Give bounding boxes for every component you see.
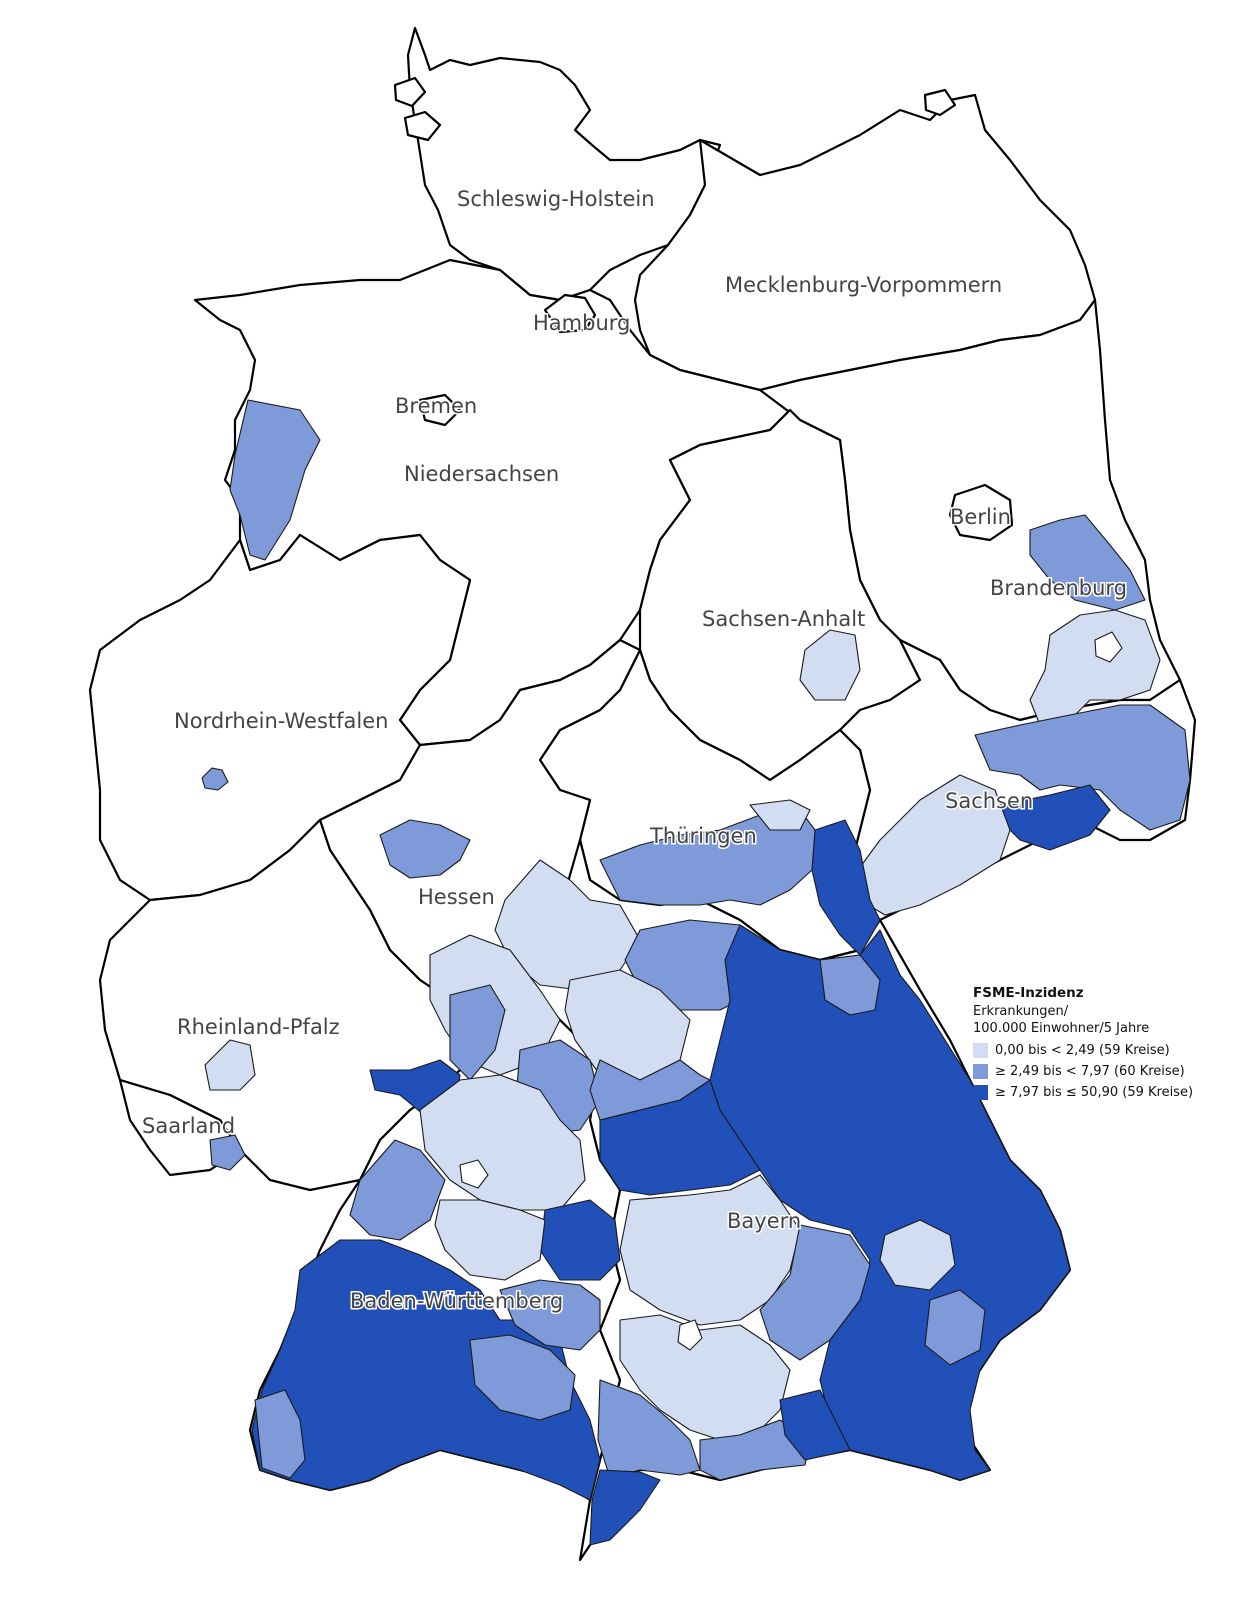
label-hamburg: Hamburg [533, 311, 630, 335]
district [499, 1279, 601, 1351]
label-baden-wuerttemberg: Baden-Württemberg [350, 1289, 563, 1313]
label-rheinland-pfalz: Rheinland-Pfalz [177, 1015, 340, 1039]
district [589, 1469, 661, 1546]
state-area-hamburg [543, 293, 597, 334]
island [923, 88, 957, 117]
label-brandenburg: Brandenburg [990, 576, 1127, 600]
label-schleswig-holstein: Schleswig-Holstein [457, 187, 655, 211]
district [254, 1389, 306, 1479]
legend-swatch-high [973, 1085, 988, 1100]
district [449, 984, 506, 1081]
district [974, 704, 1191, 831]
district [619, 1314, 791, 1441]
district [201, 767, 229, 791]
legend-swatch-low [973, 1043, 988, 1058]
district [799, 629, 861, 701]
legend-entry-high: ≥ 7,97 bis ≤ 50,90 (59 Kreise) [973, 1085, 1248, 1100]
label-nordrhein-westfalen: Nordrhein-Westfalen [174, 709, 388, 733]
district [779, 1389, 851, 1461]
island [393, 76, 427, 108]
district [589, 1059, 711, 1121]
district [204, 1039, 256, 1091]
legend-label-high: ≥ 7,97 bis ≤ 50,90 (59 Kreise) [995, 1085, 1194, 1100]
legend-swatch-mid [973, 1064, 988, 1079]
district [811, 819, 881, 956]
state-area-berlin [948, 483, 1014, 542]
legend-subtitle-line2: 100.000 Einwohner/5 Jahre [973, 1021, 1150, 1036]
legend-title: FSME-Inzidenz [973, 985, 1084, 1001]
label-bayern: Bayern [727, 1209, 801, 1233]
district [677, 1319, 703, 1351]
label-sachsen: Sachsen [945, 789, 1033, 813]
district [619, 1174, 801, 1326]
district [251, 1239, 601, 1501]
legend: FSME-Inzidenz Erkrankungen/ 100.000 Einw… [973, 985, 1248, 1100]
label-niedersachsen: Niedersachsen [404, 462, 559, 486]
district [819, 954, 881, 1016]
state-area-saarland [118, 1078, 242, 1177]
district [229, 399, 321, 561]
label-sachsen-anhalt: Sachsen-Anhalt [702, 607, 865, 631]
district-layer [201, 399, 1191, 1546]
legend-label-mid: ≥ 2,49 bis < 7,97 (60 Kreise) [995, 1064, 1185, 1079]
district [759, 1224, 871, 1361]
legend-entry-low: 0,00 bis < 2,49 (59 Kreise) [973, 1043, 1248, 1058]
island [403, 110, 442, 142]
legend-subtitle-line1: Erkrankungen/ [973, 1004, 1069, 1019]
legend-entry-mid: ≥ 2,49 bis < 7,97 (60 Kreise) [973, 1064, 1248, 1079]
district [1029, 609, 1161, 726]
district [599, 809, 816, 906]
label-thueringen: Thüringen [649, 824, 757, 848]
district [349, 1139, 446, 1241]
label-berlin: Berlin [950, 505, 1011, 529]
district [699, 1419, 811, 1481]
label-saarland: Saarland [142, 1114, 235, 1138]
district [879, 1219, 956, 1291]
district [434, 1199, 546, 1281]
district [1029, 514, 1146, 611]
label-hessen: Hessen [418, 885, 495, 909]
district [379, 819, 471, 879]
state-area-bremen [418, 393, 462, 427]
district [469, 1334, 576, 1421]
islands [393, 76, 957, 142]
district [924, 1289, 986, 1366]
legend-label-low: 0,00 bis < 2,49 (59 Kreise) [995, 1043, 1170, 1058]
district [597, 1379, 701, 1479]
district [209, 1134, 246, 1171]
district [749, 799, 811, 831]
district [1094, 631, 1123, 663]
state-labels: Schleswig-Holstein Mecklenburg-Vorpommer… [141, 186, 1129, 1315]
district [539, 1199, 621, 1281]
label-bremen: Bremen [395, 394, 477, 418]
district [459, 1159, 489, 1189]
label-mecklenburg-vorpommern: Mecklenburg-Vorpommern [725, 273, 1002, 297]
